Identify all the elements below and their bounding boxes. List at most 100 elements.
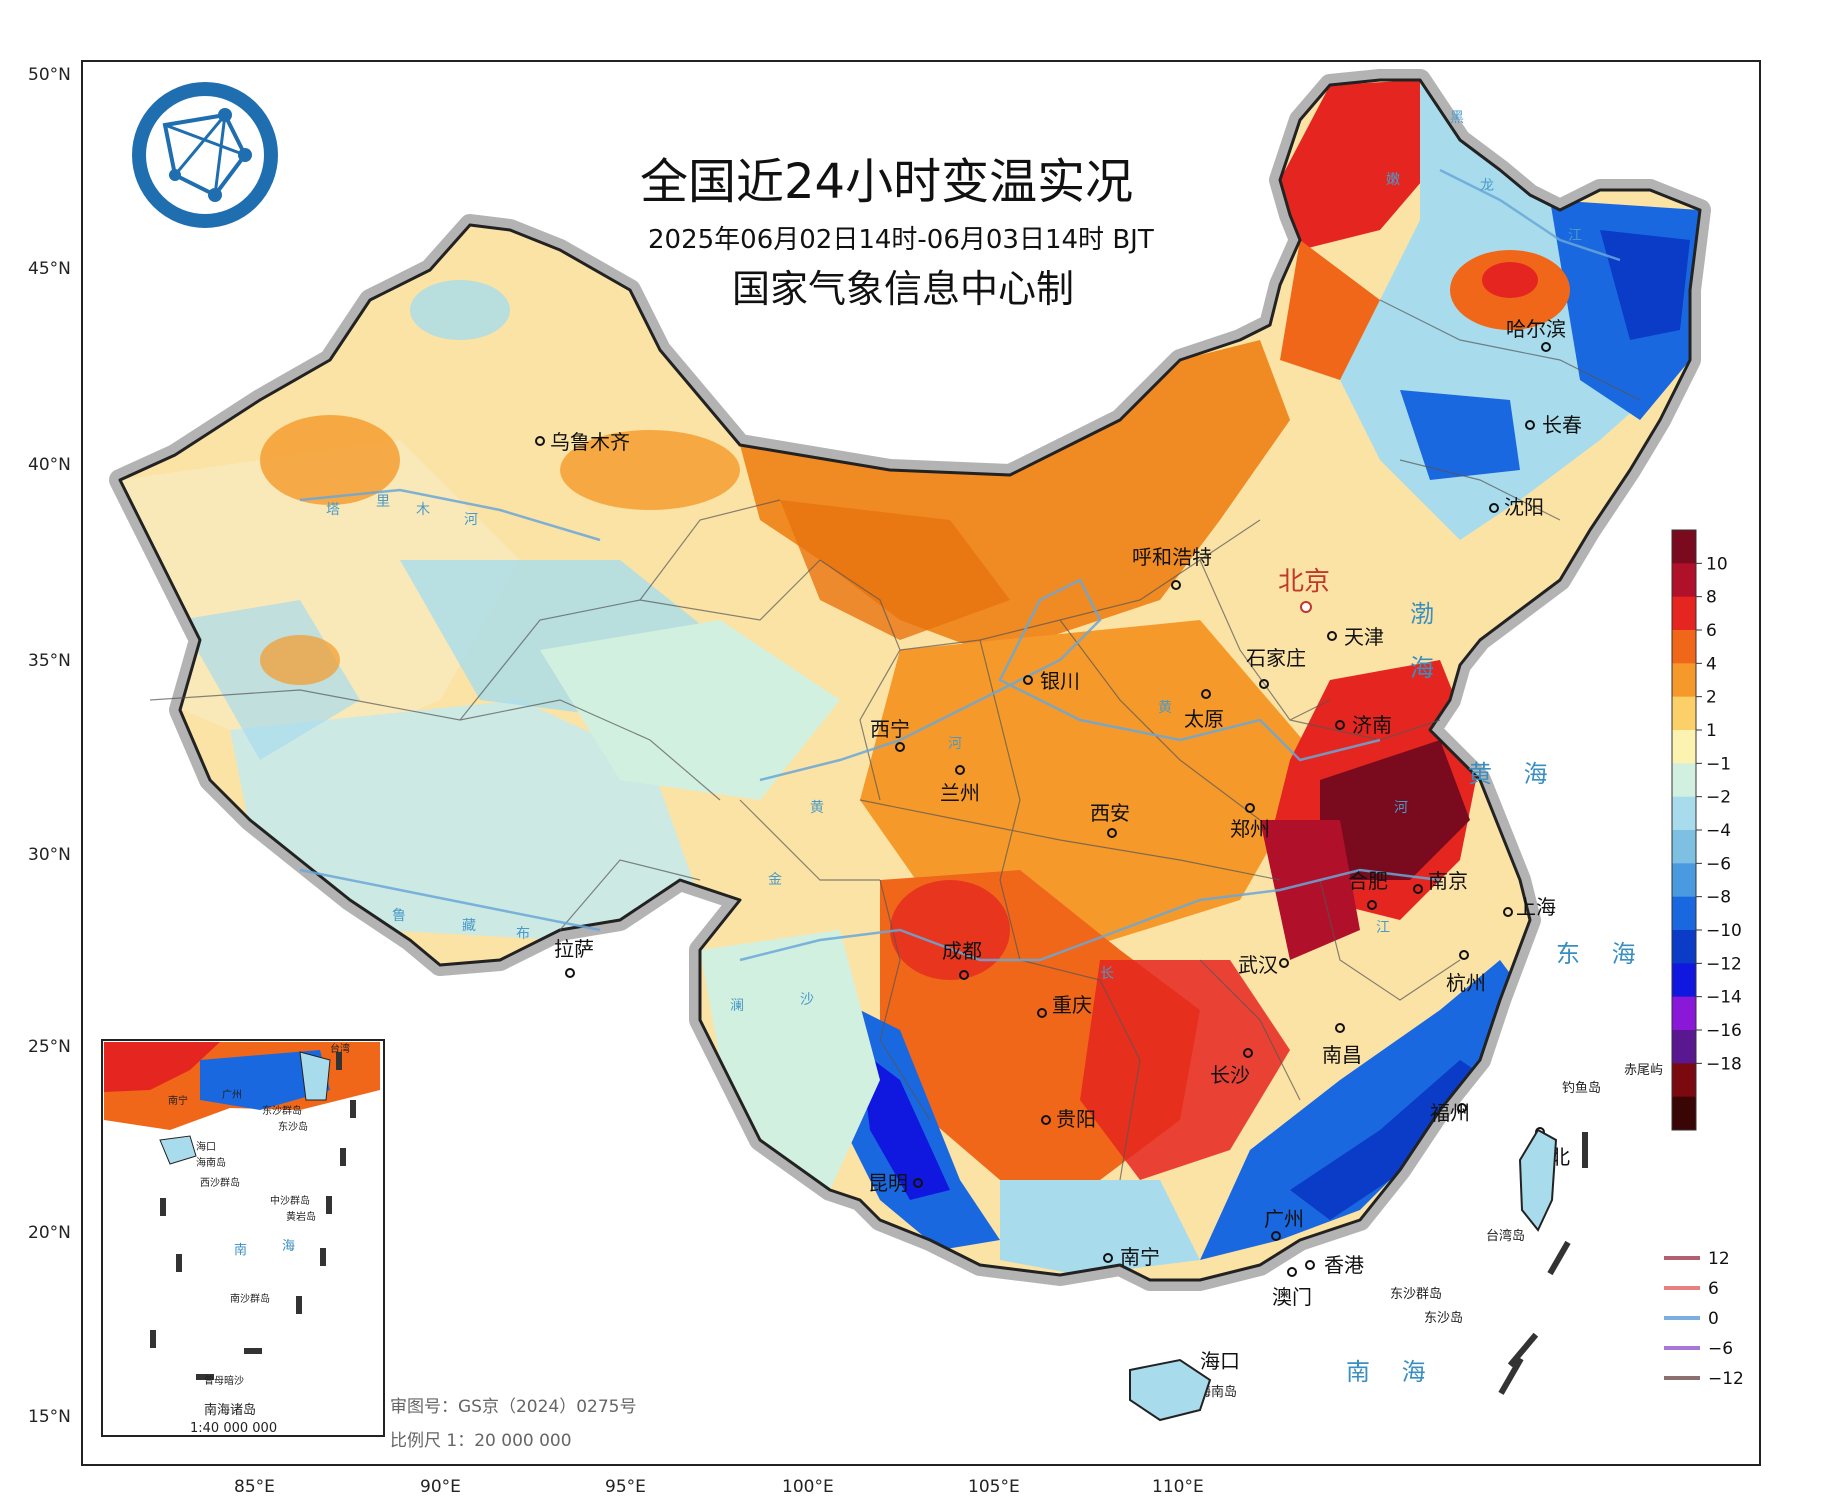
sea-label: 黄 海: [1468, 760, 1560, 788]
inset-label: 广州: [222, 1089, 242, 1101]
colorbar-swatch: [1672, 630, 1696, 664]
city-marker: 南昌: [1322, 1023, 1362, 1067]
city-marker: 石家庄: [1246, 646, 1306, 689]
city-label: 长沙: [1210, 1063, 1250, 1087]
colorbar-label: −12: [1706, 954, 1742, 974]
city-marker: 武汉: [1238, 953, 1289, 977]
colorbar-label: −4: [1706, 821, 1731, 841]
river-label: 金: [768, 872, 782, 888]
river-label: 里: [376, 494, 390, 510]
river-label: 沙: [800, 992, 814, 1008]
city-marker: 乌鲁木齐: [535, 430, 630, 454]
colorbar-swatch: [1672, 1096, 1696, 1131]
map-subtitle: 2025年06月02日14时-06月03日14时 BJT: [648, 225, 1154, 255]
city-marker: 沈阳: [1489, 495, 1544, 519]
city-label: 南京: [1428, 869, 1468, 893]
island-label: 赤尾屿: [1624, 1063, 1663, 1078]
sea-label: 东 海: [1556, 940, 1648, 968]
city-marker: 银川: [1023, 669, 1080, 693]
river-label: 江: [1376, 920, 1390, 936]
producer-label: 国家气象信息中心制: [732, 267, 1074, 311]
colorbar-swatch: [1672, 830, 1696, 864]
colorbar-swatch: [1672, 563, 1696, 598]
inset-label: 海口: [196, 1140, 216, 1153]
inset-label: 南沙群岛: [230, 1292, 270, 1305]
city-label: 南宁: [1120, 1245, 1160, 1269]
city-marker: 长春: [1525, 413, 1582, 437]
lon-label: 95°E: [605, 1477, 646, 1497]
island-label: 东沙岛: [1424, 1310, 1463, 1326]
river-label: 长: [1100, 966, 1114, 982]
lat-label: 20°N: [28, 1223, 71, 1243]
city-marker: 合肥: [1348, 869, 1388, 910]
city-label: 杭州: [1446, 971, 1486, 995]
colorbar-label: 6: [1706, 621, 1717, 641]
island-label: 钓鱼岛: [1562, 1080, 1601, 1096]
inset-scale: 1:40 000 000: [190, 1421, 277, 1436]
isoline-legend: 12 6 0 −6 −12: [1664, 1249, 1744, 1389]
city-marker: 贵阳: [1041, 1107, 1096, 1131]
city-label: 郑州: [1230, 817, 1270, 841]
sea-label: 海: [1410, 654, 1446, 682]
river-label: 河: [1394, 800, 1408, 816]
review-number: 审图号：GS京（2024）0275号: [390, 1397, 637, 1417]
colorbar-swatch: [1672, 763, 1696, 798]
boundary-dashes: [1498, 1132, 1588, 1395]
city-marker: 杭州: [1446, 950, 1486, 995]
city-label: 西安: [1090, 801, 1130, 825]
city-label: 武汉: [1238, 953, 1278, 977]
city-label: 南昌: [1322, 1043, 1362, 1067]
city-label: 兰州: [940, 781, 980, 805]
inset-label: 海南岛: [196, 1156, 226, 1169]
lat-label: 40°N: [28, 455, 71, 475]
colorbar-swatch: [1672, 963, 1696, 998]
river-label: 鲁: [392, 908, 406, 924]
city-label: 西宁: [870, 717, 910, 741]
lat-label: 45°N: [28, 259, 71, 279]
city-label: 哈尔滨: [1506, 317, 1566, 341]
city-marker: 昆明: [868, 1171, 923, 1195]
south-china-sea-inset: 台湾 海口 海南岛 东沙群岛 东沙岛 西沙群岛 中沙群岛 黄岩岛 南沙群岛 南 …: [101, 1039, 385, 1437]
city-marker: 太原: [1184, 689, 1224, 731]
lon-label: 105°E: [968, 1477, 1020, 1497]
city-label: 长春: [1542, 413, 1582, 437]
lat-label: 30°N: [28, 845, 71, 865]
city-label: 银川: [1040, 669, 1080, 693]
river-label: 江: [1568, 228, 1582, 244]
city-label: 海口: [1200, 1349, 1240, 1373]
inset-label: 西沙群岛: [200, 1176, 240, 1189]
river-label: 塔: [326, 502, 340, 518]
city-label: 沈阳: [1504, 495, 1544, 519]
city-label: 重庆: [1052, 993, 1092, 1017]
colorbar-label: −18: [1706, 1054, 1742, 1074]
river-label: 嫩: [1386, 172, 1400, 188]
lat-label: 15°N: [28, 1407, 71, 1427]
colorbar-label: −1: [1706, 754, 1731, 774]
city-label: 济南: [1352, 713, 1392, 737]
taiwan-island: [1518, 1128, 1558, 1232]
colorbar-label: −2: [1706, 788, 1731, 808]
river-label: 布: [516, 926, 530, 942]
inset-label: 东沙岛: [278, 1120, 308, 1133]
lon-label: 100°E: [782, 1477, 834, 1497]
inset-label: 曾母暗沙: [204, 1374, 244, 1387]
island-label: 东沙群岛: [1390, 1286, 1442, 1302]
city-label: 乌鲁木齐: [550, 430, 630, 454]
city-marker: 天津: [1327, 625, 1384, 649]
city-label: 拉萨: [554, 937, 594, 961]
inset-label: 南宁: [168, 1094, 188, 1107]
colorbar-swatch: [1672, 696, 1696, 731]
colorbar-label: −10: [1706, 921, 1742, 941]
colorbar-label: 1: [1706, 721, 1717, 741]
colorbar-swatch: [1672, 896, 1696, 931]
city-marker: 长沙: [1210, 1048, 1253, 1087]
river-label: 澜: [730, 998, 744, 1014]
city-label: 石家庄: [1246, 646, 1306, 670]
city-marker: 哈尔滨: [1506, 317, 1566, 352]
city-label: 昆明: [868, 1171, 908, 1195]
island-label: 台湾岛: [1486, 1228, 1525, 1244]
colorbar-label: 4: [1706, 654, 1717, 674]
rivers: [299, 168, 1621, 962]
city-marker: 澳门: [1272, 1267, 1312, 1309]
